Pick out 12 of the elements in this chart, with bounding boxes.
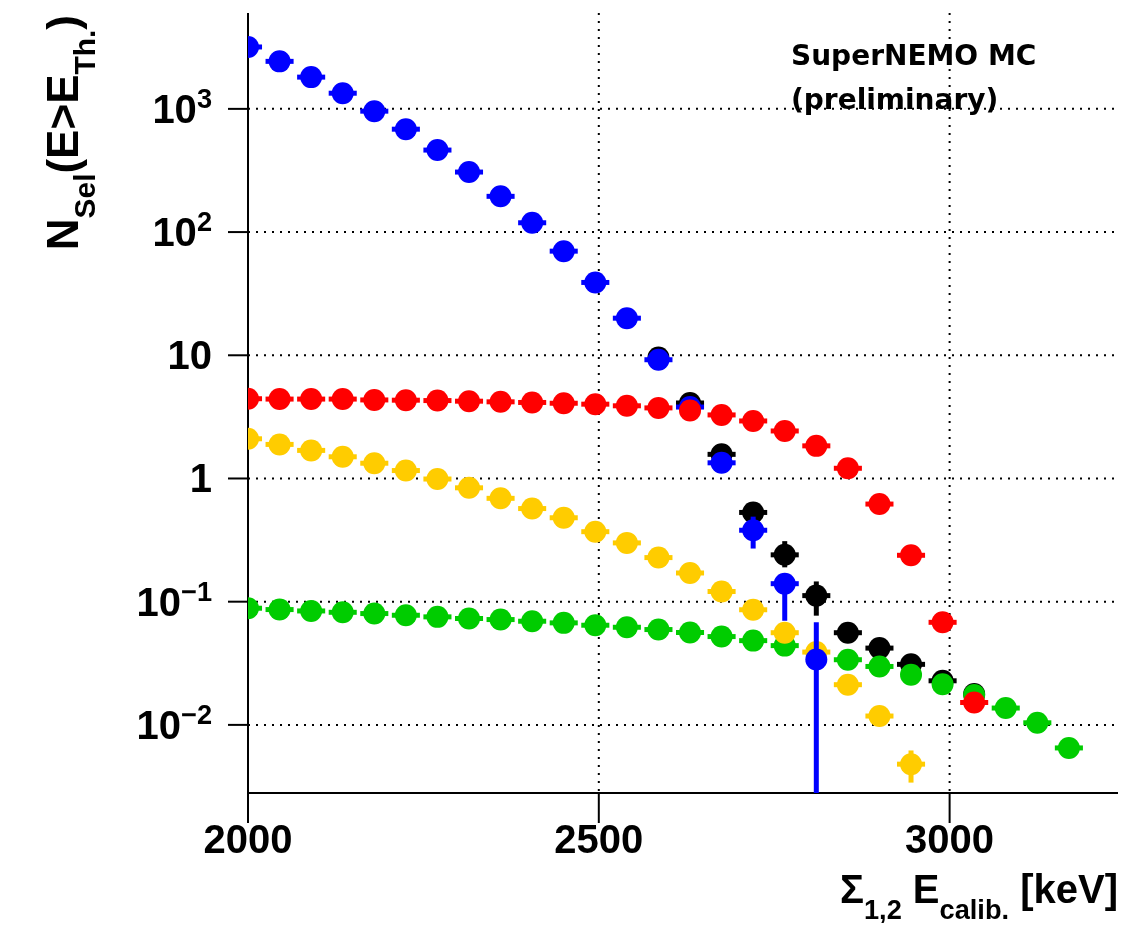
y-tick-label: 10$^{3}$ xyxy=(152,82,212,131)
x-axis-title: Σ$_{1,2}$ E$_{calib.}$ [keV] xyxy=(839,867,1118,925)
x-tick-label: 2500 xyxy=(554,817,644,861)
y-tick-label: 10$^{−1}$ xyxy=(136,575,212,624)
x-tick-label: 2000 xyxy=(203,817,293,861)
x-tick-label: 3000 xyxy=(905,817,995,861)
y-tick-label: 1 xyxy=(189,456,212,501)
y-tick-label: 10$^{2}$ xyxy=(152,205,212,255)
annotation: SuperNEMO MC xyxy=(791,38,1038,74)
y-tick-label: 10 xyxy=(167,333,212,378)
y-tick-label: 10$^{−2}$ xyxy=(136,698,212,747)
annotation: (preliminary) xyxy=(791,82,1000,118)
